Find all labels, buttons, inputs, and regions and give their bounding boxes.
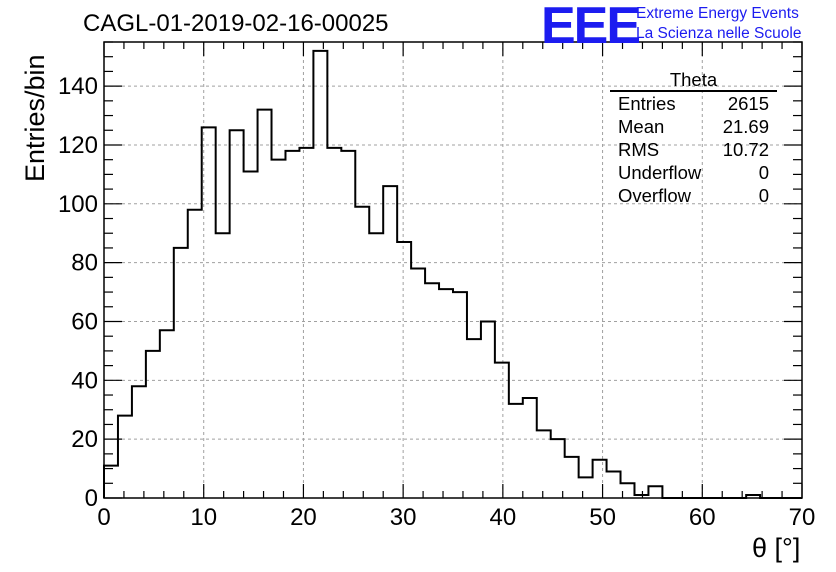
histogram-bin <box>383 186 397 498</box>
x-tick-label: 20 <box>290 504 317 531</box>
x-axis-label: θ [°] <box>752 533 801 563</box>
histogram-bin <box>244 171 258 498</box>
histogram-bin <box>523 398 537 498</box>
stats-label: Mean <box>618 116 665 137</box>
x-tick-label: 10 <box>190 504 217 531</box>
x-tick-label: 60 <box>689 504 716 531</box>
histogram-bin <box>313 51 327 498</box>
histogram-bin <box>327 148 341 498</box>
histogram-bin <box>439 289 453 498</box>
histogram-line <box>103 49 802 499</box>
histogram-bin <box>411 269 425 498</box>
stats-row-overflow: Overflow 0 <box>610 184 777 207</box>
histogram-bin <box>425 283 439 498</box>
stats-row-rms: RMS 10.72 <box>610 138 777 161</box>
histogram-bin <box>202 127 216 498</box>
histogram-bin <box>355 207 369 498</box>
histogram-bin <box>593 460 607 498</box>
stats-value: 0 <box>758 162 769 183</box>
stats-value: 0 <box>758 185 769 206</box>
histogram-bin <box>341 151 355 498</box>
histogram-bin <box>132 386 146 498</box>
histogram-bin <box>216 233 230 498</box>
histogram-bin <box>634 495 648 498</box>
histogram-bin <box>481 321 495 498</box>
stats-box: Theta Entries 2615 Mean 21.69 RMS 10.72 … <box>610 70 777 207</box>
histogram-bin <box>174 248 188 498</box>
stats-value: 10.72 <box>722 139 769 160</box>
histogram-bin <box>369 233 383 498</box>
histogram-bin <box>607 472 621 498</box>
stats-value: 2615 <box>727 93 769 114</box>
logo-line1: Extreme Energy Events <box>636 5 799 22</box>
histogram-bin <box>509 404 523 498</box>
x-tick-label: 40 <box>490 504 517 531</box>
y-tick-label: 40 <box>71 367 98 394</box>
histogram-bin <box>285 151 299 498</box>
stats-value: 21.69 <box>722 116 769 137</box>
histogram-bin <box>397 242 411 498</box>
histogram-bin <box>146 351 160 498</box>
histogram-bin <box>746 495 760 498</box>
y-tick-label: 0 <box>85 485 98 512</box>
histogram-bin <box>621 483 635 498</box>
histogram-bin <box>467 339 481 498</box>
y-tick-label: 80 <box>71 250 98 277</box>
histogram-bin <box>299 148 313 498</box>
histogram-bin <box>537 430 551 498</box>
histogram-bin <box>118 416 132 498</box>
y-tick-label: 120 <box>58 132 98 159</box>
y-tick-label: 20 <box>71 426 98 453</box>
eee-logo: EEE <box>541 0 641 55</box>
stats-title: Theta <box>610 70 777 92</box>
logo-line2: La Scienza nelle Scuole <box>636 25 802 42</box>
histogram-bin <box>495 363 509 498</box>
y-tick-label: 60 <box>71 308 98 335</box>
stats-row-mean: Mean 21.69 <box>610 115 777 138</box>
histogram-bin <box>104 466 118 498</box>
x-tick-label: 70 <box>789 504 816 531</box>
histogram-bin <box>230 130 244 498</box>
y-axis-label: Entries/bin <box>20 54 50 182</box>
x-tick-label: 50 <box>589 504 616 531</box>
plot-frame <box>103 41 803 499</box>
histogram-bin <box>258 110 272 498</box>
histogram-bin <box>579 477 593 498</box>
y-tick-label: 140 <box>58 73 98 100</box>
plot-title: CAGL-01-2019-02-16-00025 <box>83 10 389 37</box>
stats-label: Underflow <box>618 162 702 183</box>
y-tick-label: 100 <box>58 191 98 218</box>
histogram-bin <box>272 160 286 498</box>
stats-label: Entries <box>618 93 676 114</box>
stats-label: RMS <box>618 139 660 160</box>
histogram-bin <box>453 292 467 498</box>
histogram-bin <box>160 330 174 498</box>
histogram-bin <box>188 210 202 498</box>
logo-caption: Extreme Energy Events La Scienza nelle S… <box>636 4 801 44</box>
stats-label: Overflow <box>618 185 691 206</box>
x-tick-label: 0 <box>97 504 110 531</box>
x-tick-label: 30 <box>390 504 417 531</box>
histogram-bin <box>648 486 662 498</box>
stats-row-entries: Entries 2615 <box>610 92 777 115</box>
histogram-bin <box>551 439 565 498</box>
histogram-bin <box>565 457 579 498</box>
stats-row-underflow: Underflow 0 <box>610 161 777 184</box>
